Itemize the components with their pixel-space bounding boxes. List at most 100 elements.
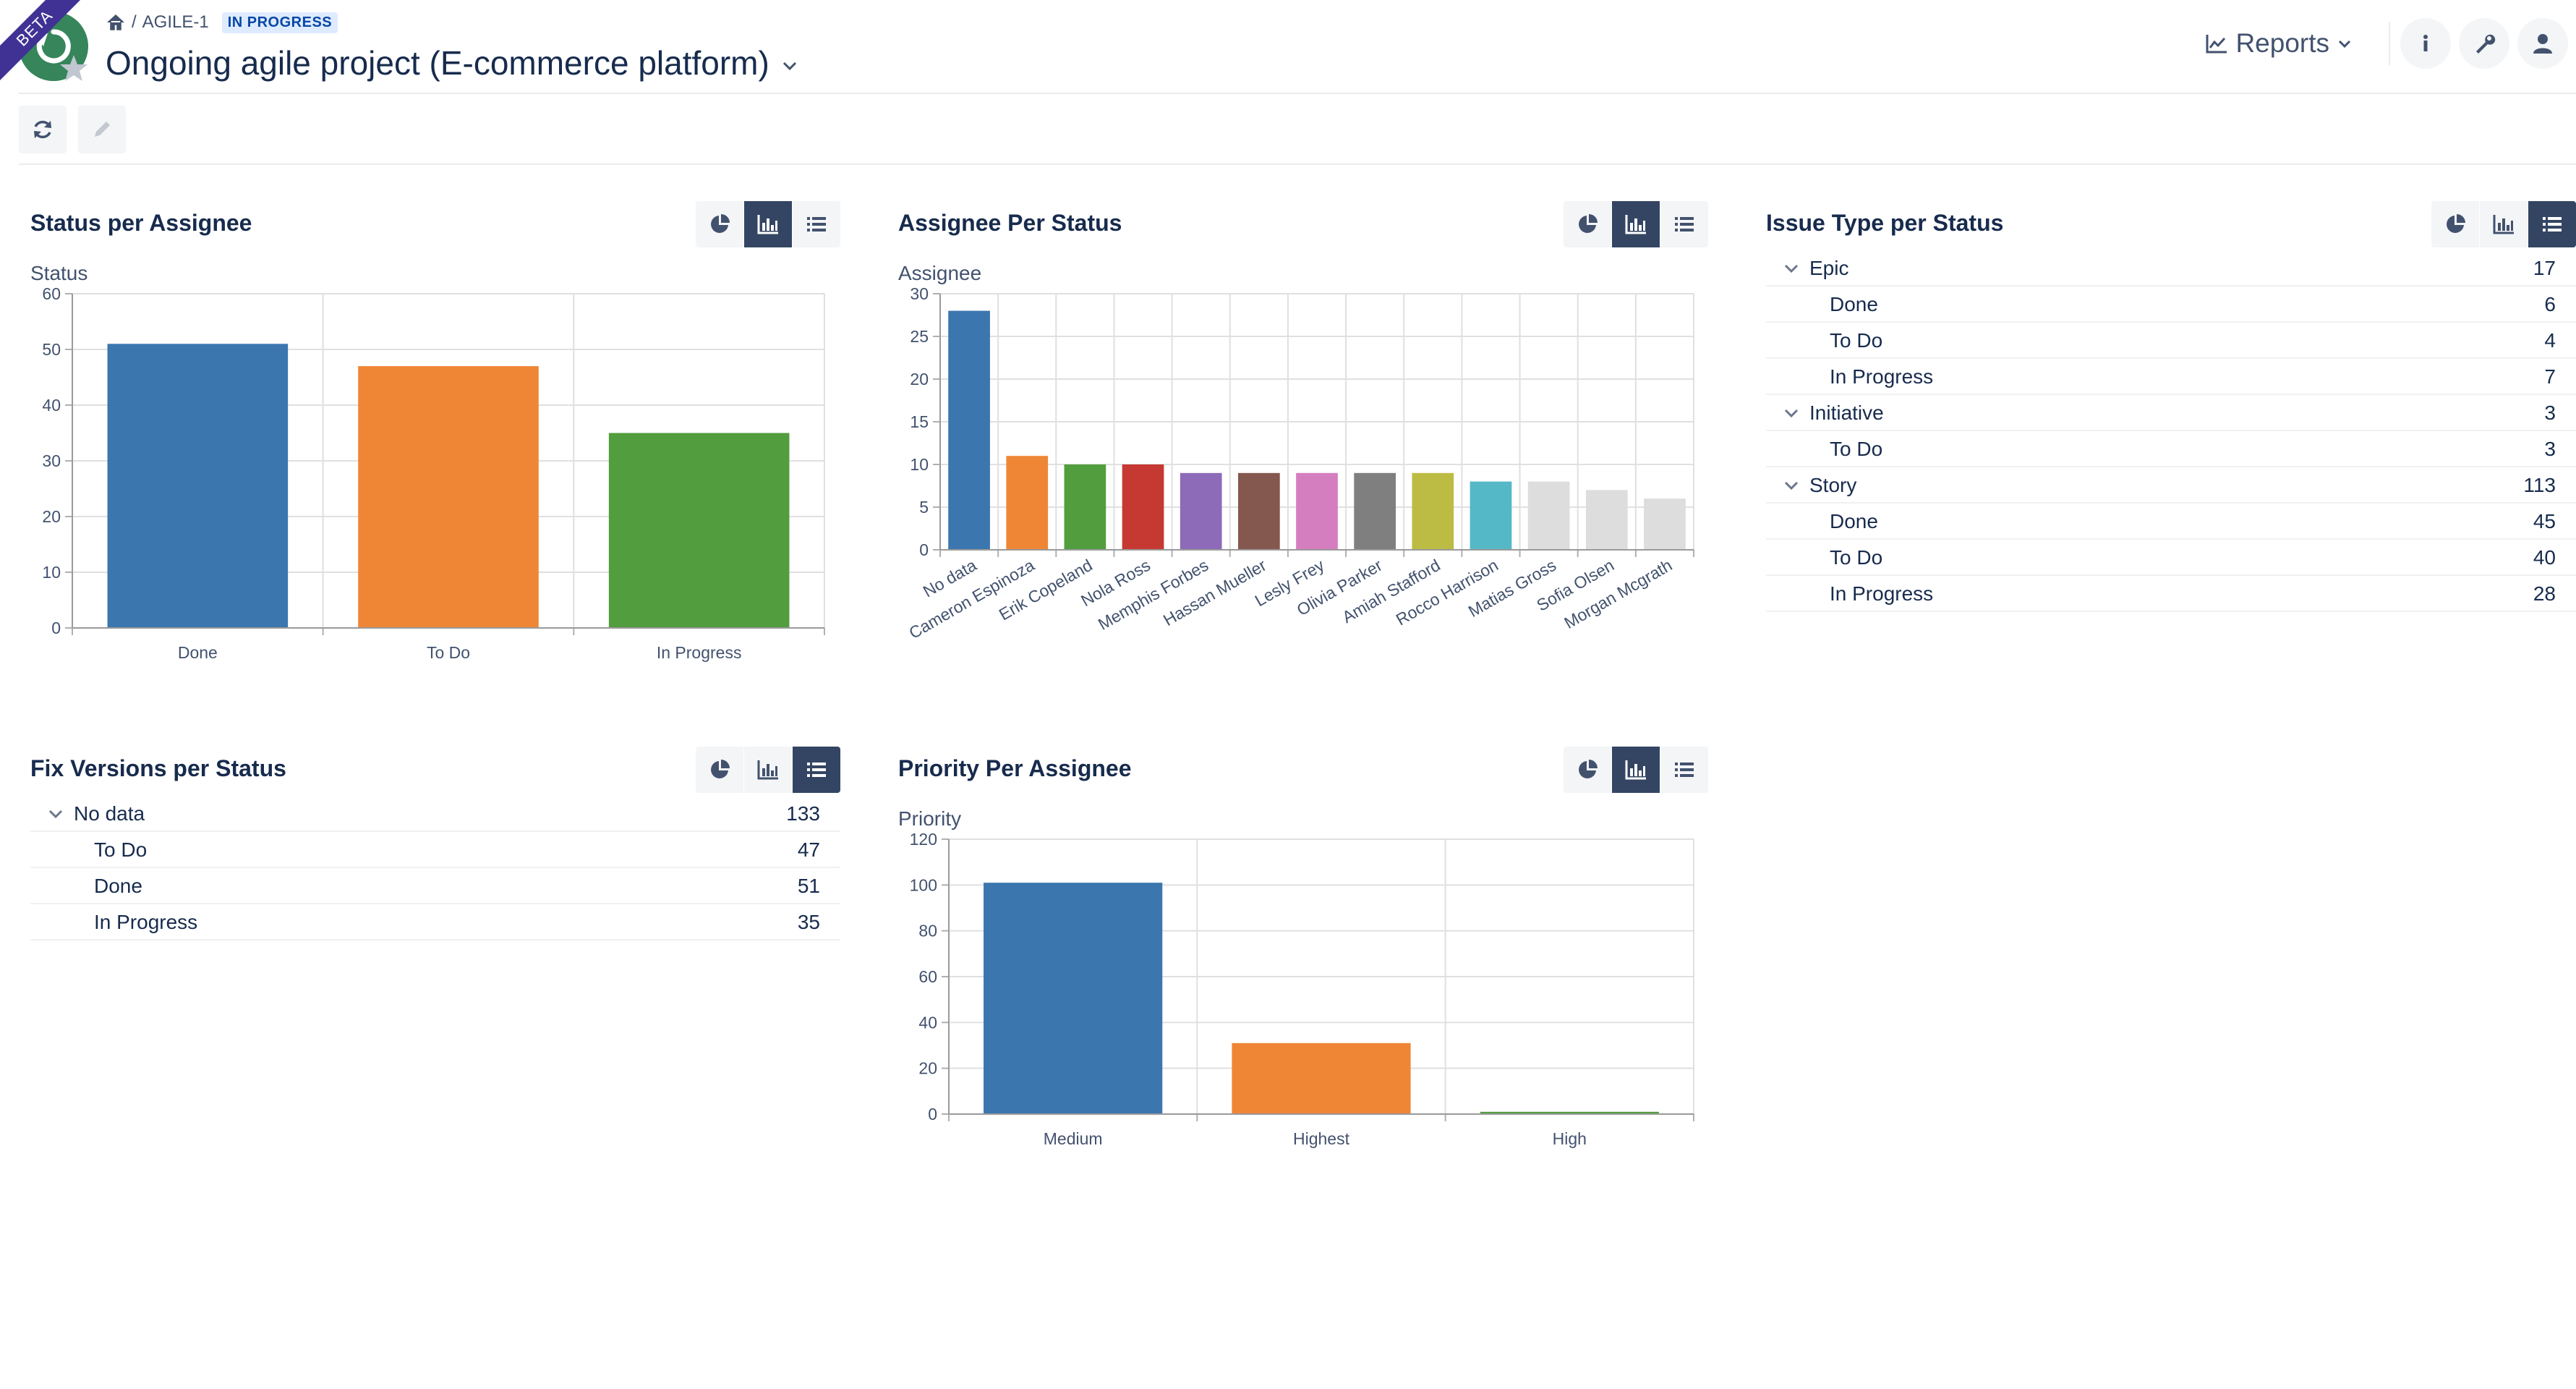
bar-memphis-forbes[interactable] [1180, 472, 1222, 550]
bar-hassan-mueller[interactable] [1237, 472, 1280, 550]
edit-button[interactable] [78, 106, 126, 153]
row-count: 6 [2544, 293, 2556, 315]
chevron-down-icon[interactable] [1782, 404, 1801, 422]
page-title-button[interactable]: Ongoing agile project (E-commerce platfo… [106, 38, 800, 88]
pie-view-button[interactable] [696, 747, 743, 793]
table-row: In Progress 28 [1766, 576, 2576, 612]
row-label: Story [1809, 474, 1857, 496]
list-view-button[interactable] [1660, 747, 1708, 793]
pie-view-button[interactable] [1564, 201, 1611, 247]
row-count: 40 [2533, 546, 2556, 569]
table-group-row[interactable]: Initiative 3 [1766, 395, 2576, 431]
row-label: Epic [1809, 257, 1849, 279]
bar-view-button[interactable] [744, 747, 792, 793]
pie-view-button[interactable] [2431, 201, 2479, 247]
table-group-row[interactable]: No data 133 [30, 796, 840, 832]
bar-high[interactable] [1480, 1111, 1659, 1114]
list-view-button[interactable] [793, 747, 840, 793]
bar-olivia-parker[interactable] [1354, 472, 1396, 550]
bar-chart-icon [1625, 760, 1646, 780]
bar-lesly-frey[interactable] [1296, 472, 1338, 550]
bar-chart-icon [757, 215, 778, 234]
header-actions: Reports [2193, 13, 2576, 74]
bar-amiah-stafford[interactable] [1412, 472, 1454, 550]
pie-view-button[interactable] [1564, 747, 1611, 793]
bar-view-button[interactable] [1612, 747, 1660, 793]
bar-to-do[interactable] [358, 366, 539, 628]
y-tick-label: 20 [910, 370, 929, 388]
settings-button[interactable] [2459, 18, 2509, 69]
table-row: To Do 3 [1766, 431, 2576, 467]
breadcrumb-issue-key[interactable]: AGILE-1 [142, 12, 209, 32]
refresh-button[interactable] [19, 106, 67, 153]
table-row: In Progress 35 [30, 904, 840, 940]
bar-nola-ross[interactable] [1122, 464, 1164, 550]
user-button[interactable] [2517, 18, 2568, 69]
bar-erik-copeland[interactable] [1064, 464, 1106, 550]
list-icon [807, 763, 826, 777]
table-group-row[interactable]: Epic 17 [1766, 250, 2576, 286]
bar-chart-icon [757, 760, 778, 780]
y-tick-label: 20 [918, 1059, 937, 1078]
home-icon[interactable] [106, 12, 126, 33]
toolbar-divider [19, 163, 2576, 165]
y-tick-label: 60 [42, 288, 61, 303]
bar-view-button[interactable] [1612, 201, 1660, 247]
bar-view-button[interactable] [2480, 201, 2528, 247]
bar-morgan-mcgrath[interactable] [1644, 498, 1686, 550]
y-tick-label: 80 [918, 922, 937, 940]
bar-in-progress[interactable] [608, 433, 790, 629]
list-icon [807, 217, 826, 232]
row-count: 113 [2523, 474, 2556, 496]
chevron-down-icon[interactable] [46, 804, 65, 823]
pie-chart-icon [711, 760, 730, 778]
row-label: To Do [1830, 329, 1883, 352]
list-view-button[interactable] [2528, 201, 2576, 247]
table-group-row[interactable]: Story 113 [1766, 467, 2576, 504]
star-icon[interactable] [59, 54, 88, 82]
bar-no-data[interactable] [948, 310, 990, 550]
chevron-down-icon[interactable] [1782, 476, 1801, 495]
list-view-button[interactable] [793, 201, 840, 247]
y-tick-label: 10 [42, 563, 61, 582]
panel-fix-versions-per-status: Fix Versions per Status No data 133 To Do 4… [30, 747, 840, 964]
chevron-down-icon[interactable] [1782, 259, 1801, 278]
panel-title: Issue Type per Status [1766, 210, 2004, 236]
divider [2389, 22, 2390, 65]
bar-sofia-olsen[interactable] [1585, 490, 1628, 550]
bar-highest[interactable] [1232, 1042, 1411, 1114]
row-count: 17 [2533, 257, 2556, 279]
x-category-label: High [1553, 1129, 1587, 1148]
pie-chart-icon [2447, 214, 2465, 233]
bar-rocco-harrison[interactable] [1470, 481, 1512, 550]
bar-done[interactable] [107, 344, 289, 628]
row-label: In Progress [1830, 582, 1934, 605]
view-switch [696, 747, 840, 793]
x-category-label: Medium [1044, 1129, 1103, 1148]
panel-priority-per-assignee: Priority Per Assignee Priority 0 20 40 60 80… [898, 747, 1708, 1239]
bar-matias-gross[interactable] [1527, 481, 1570, 550]
y-tick-label: 40 [42, 396, 61, 415]
row-label: Done [1830, 293, 1878, 315]
y-tick-label: 40 [918, 1013, 937, 1032]
header-divider [19, 93, 2576, 94]
bar-medium[interactable] [984, 883, 1163, 1114]
list-view-button[interactable] [1660, 201, 1708, 247]
table-row: Done 45 [1766, 504, 2576, 540]
bar-view-button[interactable] [744, 201, 792, 247]
info-button[interactable] [2400, 18, 2451, 69]
row-count: 3 [2544, 402, 2556, 424]
panel-title: Fix Versions per Status [30, 755, 286, 781]
reports-button[interactable]: Reports [2193, 18, 2364, 69]
row-count: 133 [786, 802, 820, 825]
chevron-down-icon [2338, 40, 2351, 48]
bar-chart-icon [1625, 215, 1646, 234]
pie-chart-icon [711, 214, 730, 233]
line-chart-icon [2206, 35, 2227, 54]
pie-view-button[interactable] [696, 201, 743, 247]
list-icon [1675, 217, 1694, 232]
panel-assignee-per-status: Assignee Per Status Assignee 0 5 10 15 20 25 3… [898, 201, 1708, 693]
status-bar-chart: 0 10 20 30 40 50 60 Done To Do In Progress [42, 288, 825, 662]
bar-cameron-espinoza[interactable] [1006, 456, 1049, 550]
row-count: 45 [2533, 510, 2556, 532]
